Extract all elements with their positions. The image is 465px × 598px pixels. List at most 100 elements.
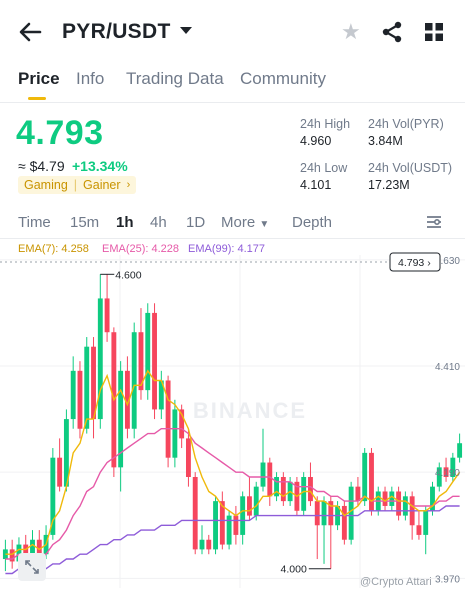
top-bar: PYR/USDT ★: [0, 0, 465, 64]
current-price-tag-label: 4.793 ›: [398, 257, 431, 269]
ema7-line: [5, 369, 461, 555]
candle-body: [152, 312, 157, 410]
high-label: 24h High: [300, 117, 351, 131]
candle-body: [321, 501, 327, 526]
candle-body: [118, 370, 124, 468]
timeframe-depth[interactable]: Depth: [292, 214, 333, 231]
candle-body: [23, 544, 29, 560]
candle-body: [185, 438, 191, 477]
y-tick-label: 4.410: [435, 362, 460, 373]
share-icon[interactable]: [380, 20, 404, 44]
tag-gaming[interactable]: Gaming: [24, 178, 68, 192]
tag-chips[interactable]: Gaming | Gainer ›: [18, 176, 137, 194]
high-value: 4.960: [300, 134, 332, 148]
candle-body: [213, 501, 218, 550]
high-annotation-label: 4.600: [115, 269, 141, 281]
low-label: 24h Low: [300, 161, 348, 175]
candle-body: [301, 477, 307, 511]
candle-body: [57, 457, 63, 487]
more-label: More: [221, 214, 256, 231]
candle-body: [308, 477, 313, 502]
candle-body: [158, 380, 164, 410]
candle-body: [436, 467, 442, 487]
candle-body: [341, 505, 347, 540]
candle-body: [362, 452, 368, 502]
expand-chart-button[interactable]: [18, 553, 46, 581]
candle-body: [423, 510, 429, 535]
vol-quote-label: 24h Vol(USDT): [368, 161, 453, 175]
candle-body: [50, 457, 56, 535]
candle-body: [348, 486, 354, 540]
candle-body: [91, 346, 96, 420]
y-tick-label: 3.970: [435, 574, 460, 585]
candle-body: [233, 515, 239, 535]
timeframe-15m[interactable]: 15m: [70, 214, 100, 231]
tab-trading-data[interactable]: Trading Data: [126, 69, 224, 88]
usd-price: ≈ $4.79: [18, 158, 65, 174]
candle-body: [382, 491, 388, 506]
tab-info[interactable]: Info: [76, 69, 105, 88]
active-tab-indicator: [28, 97, 46, 100]
timeframe-1d[interactable]: 1D: [186, 214, 206, 231]
candle-body: [192, 477, 198, 550]
candle-body: [226, 515, 232, 545]
ema99-legend: EMA(99): 4.177: [188, 243, 266, 255]
candle-body: [396, 491, 402, 516]
candle-body: [260, 462, 266, 487]
candle-body: [402, 496, 408, 516]
candle-body: [267, 462, 273, 497]
ema99-line: [5, 505, 460, 575]
y-tick-label: 4.630: [435, 256, 460, 267]
candle-body: [77, 370, 83, 429]
tab-price[interactable]: Price: [18, 69, 60, 88]
y-tick-label: 4.190: [435, 468, 460, 479]
candle-body: [36, 539, 42, 555]
tag-gainer[interactable]: Gainer: [83, 178, 121, 192]
candle-body: [138, 332, 144, 391]
candle-body: [457, 443, 463, 458]
timeframe-1h[interactable]: 1h: [116, 214, 134, 231]
candle-body: [314, 501, 320, 526]
timeframe-time[interactable]: Time: [18, 214, 51, 231]
candle-body: [416, 525, 422, 535]
favorite-star-icon[interactable]: ★: [341, 19, 361, 44]
caret-down-icon: ▼: [259, 219, 270, 230]
candle-body: [104, 298, 110, 333]
pair-title[interactable]: PYR/USDT: [62, 20, 171, 43]
candle-body: [30, 539, 35, 560]
chevron-right-icon: ›: [126, 179, 131, 191]
page-tabs: Price Info Trading Data Community: [0, 66, 465, 103]
candle-body: [240, 496, 246, 535]
chart-settings-icon[interactable]: [424, 212, 444, 232]
expand-icon: [25, 560, 39, 574]
candle-body: [328, 501, 334, 526]
candle-body: [430, 486, 435, 511]
candle-body: [172, 409, 178, 458]
back-arrow-icon[interactable]: [16, 18, 44, 46]
candle-body: [165, 380, 171, 458]
ema7-legend: EMA(7): 4.258: [18, 243, 89, 255]
candle-body: [247, 496, 252, 516]
candle-body: [199, 539, 205, 550]
tab-community[interactable]: Community: [240, 69, 326, 88]
tag-separator: |: [73, 178, 78, 192]
candle-body: [9, 549, 15, 562]
candle-body: [389, 491, 395, 506]
candle-body: [443, 467, 449, 477]
grid-menu-icon[interactable]: [424, 22, 444, 42]
last-price: 4.793: [16, 114, 104, 152]
low-annotation-label: 4.000: [281, 564, 307, 576]
candle-body: [145, 312, 151, 391]
candle-body: [97, 298, 103, 420]
timeframe-4h[interactable]: 4h: [150, 214, 167, 231]
divider: [0, 238, 465, 239]
current-price-tag: [389, 252, 441, 272]
candle-body: [179, 409, 185, 439]
candle-body: [355, 486, 361, 502]
price-change: +13.34%: [72, 158, 128, 174]
vol-base-label: 24h Vol(PYR): [368, 117, 444, 131]
vol-base-value: 3.84M: [368, 134, 403, 148]
chevron-down-icon[interactable]: [180, 27, 192, 34]
timeframe-more[interactable]: More ▼: [221, 214, 269, 231]
